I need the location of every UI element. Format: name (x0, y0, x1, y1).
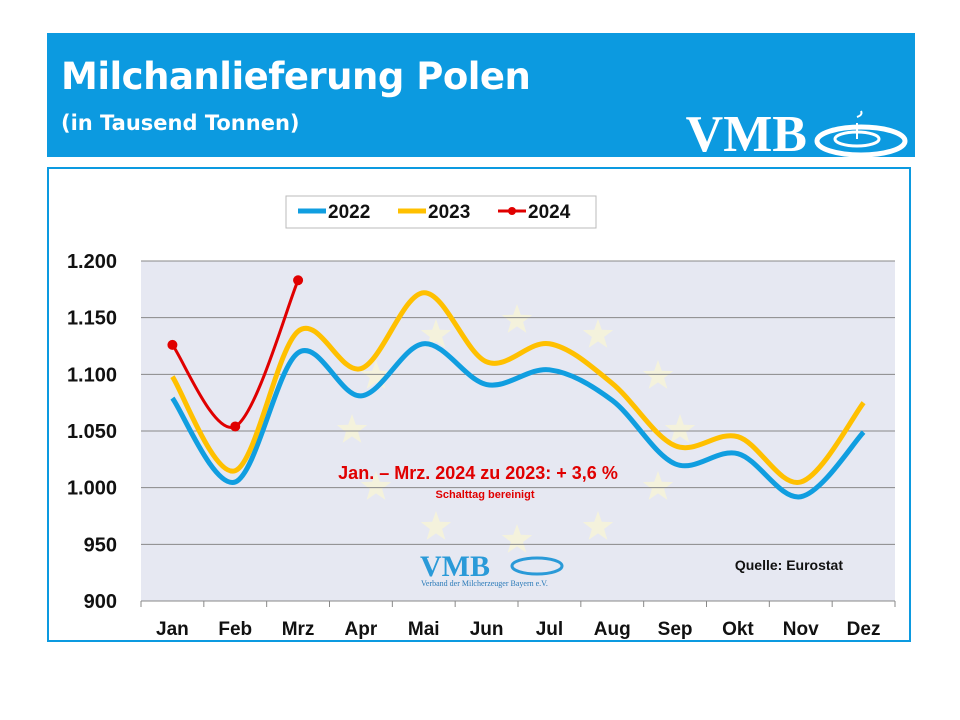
series-line-2023 (170, 290, 866, 485)
logo-text: VMB (685, 106, 807, 163)
page-subtitle: (in Tausend Tonnen) (61, 111, 300, 135)
annotation-note: Schalttag bereinigt (435, 489, 534, 501)
source-label: Quelle: Eurostat (735, 557, 843, 573)
x-tick-label: Apr (345, 619, 378, 640)
legend-label-2024: 2024 (528, 202, 571, 223)
y-tick-label: 900 (84, 591, 117, 613)
eu-star-icon (360, 471, 392, 500)
x-tick-label: Nov (783, 619, 819, 640)
x-tick-label: Feb (218, 619, 252, 640)
eu-star-icon (501, 304, 533, 333)
eu-star-icon (642, 471, 674, 500)
vmb-logo: VMB (686, 105, 909, 164)
x-tick-label: Dez (847, 619, 881, 640)
x-tick-label: Okt (722, 619, 754, 640)
data-point-2024 (230, 421, 241, 432)
x-tick-label: Jul (536, 619, 563, 640)
series-line-2022 (170, 341, 866, 500)
x-tick-label: Jun (470, 619, 504, 640)
eu-star-icon (336, 414, 368, 443)
header-banner: Milchanlieferung Polen (in Tausend Tonne… (47, 33, 915, 163)
eu-star-icon (501, 524, 533, 553)
watermark-logo-swirl-icon (510, 556, 564, 576)
x-tick-label: Aug (594, 619, 631, 640)
legend-box (285, 195, 597, 229)
y-tick-label: 1.150 (67, 308, 117, 330)
y-tick-label: 1.050 (67, 421, 117, 443)
eu-star-icon (582, 511, 614, 540)
watermark-text: Verband der Milcherzeuger Bayern e.V. (421, 579, 548, 588)
legend-marker-2024 (508, 207, 516, 215)
x-tick-label: Mrz (282, 619, 315, 640)
watermark-logo: VMB (420, 550, 490, 583)
legend-label-2022: 2022 (328, 202, 370, 223)
y-tick-label: 1.100 (67, 364, 117, 386)
x-tick-label: Jan (156, 619, 189, 640)
page-title: Milchanlieferung Polen (61, 55, 531, 98)
y-tick-label: 1.000 (67, 478, 117, 500)
eu-star-icon (420, 319, 452, 348)
logo-swirl-icon (814, 110, 908, 157)
eu-star-icon (664, 414, 696, 443)
eu-star-icon (582, 319, 614, 348)
x-tick-label: Mai (408, 619, 440, 640)
eu-star-icon (420, 511, 452, 540)
annotation: Jan. – Mrz. 2024 zu 2023: + 3,6 % (338, 463, 618, 483)
chart-frame (47, 167, 911, 642)
x-tick-label: Sep (658, 619, 693, 640)
data-point-2024 (293, 275, 304, 286)
legend-label-2023: 2023 (428, 202, 470, 223)
y-tick-label: 1.200 (67, 251, 117, 273)
data-point-2024 (167, 339, 178, 350)
y-tick-label: 950 (84, 534, 117, 556)
